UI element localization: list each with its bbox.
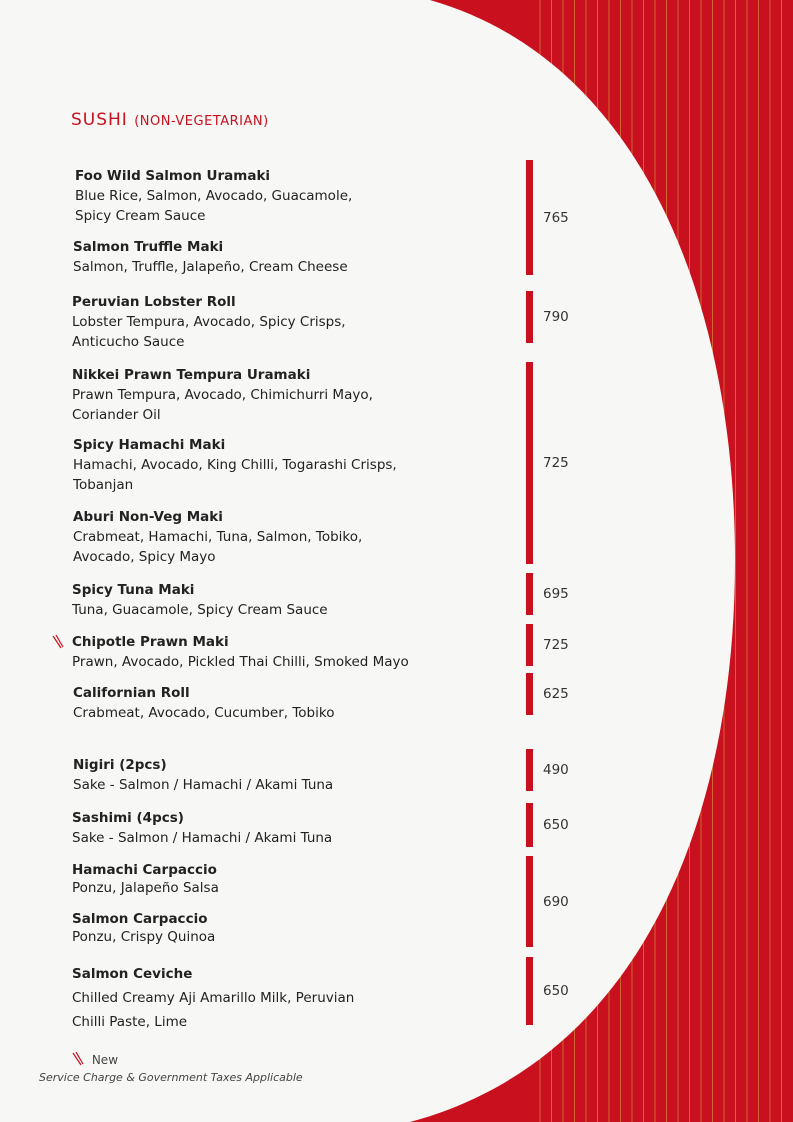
price: 695 (543, 586, 569, 602)
menu-item: Nigiri (2pcs) Sake - Salmon / Hamachi / A… (73, 755, 333, 795)
item-name: Spicy Tuna Maki (72, 582, 195, 598)
price: 650 (543, 817, 569, 833)
price: 490 (543, 762, 569, 778)
new-chopsticks-icon (72, 1051, 84, 1066)
menu-item: Californian Roll Crabmeat, Avocado, Cucum… (73, 683, 334, 723)
item-name: Spicy Hamachi Maki (73, 437, 226, 453)
item-name: Salmon Ceviche (72, 966, 193, 982)
price: 790 (543, 309, 569, 325)
menu-item: Peruvian Lobster Roll Lobster Tempura, Av… (72, 292, 346, 352)
item-description: Avocado, Spicy Mayo (73, 549, 216, 565)
menu-item: Hamachi Carpaccio Ponzu, Jalapeño Salsa (72, 861, 219, 897)
menu-item: Chipotle Prawn Maki Prawn, Avocado, Pickl… (72, 632, 409, 672)
price: 765 (543, 209, 569, 226)
item-name: Nikkei Prawn Tempura Uramaki (72, 367, 311, 383)
price-bar (526, 957, 533, 1025)
item-name: Foo Wild Salmon Uramaki (75, 168, 271, 184)
item-description: Hamachi, Avocado, King Chilli, Togarashi… (73, 457, 397, 473)
price: 650 (543, 983, 569, 999)
price: 725 (543, 455, 569, 471)
price: 725 (543, 637, 569, 653)
menu-item: Spicy Tuna Maki Tuna, Guacamole, Spicy Cr… (72, 580, 328, 620)
item-name: Sashimi (4pcs) (72, 810, 184, 826)
price: 690 (543, 893, 569, 910)
price-bar (526, 624, 533, 666)
item-name: Aburi Non-Veg Maki (73, 509, 223, 525)
menu-item: Salmon Ceviche Chilled Creamy Aji Amarill… (72, 962, 354, 1034)
item-description: Salmon, Truffle, Jalapeño, Cream Cheese (73, 259, 348, 275)
item-name: Nigiri (2pcs) (73, 757, 167, 773)
menu-item: Salmon Truffle Maki Salmon, Truffle, Jala… (73, 237, 348, 277)
item-description: Tuna, Guacamole, Spicy Cream Sauce (72, 602, 328, 618)
price-bar (526, 856, 533, 947)
item-description: Tobanjan (73, 477, 134, 493)
menu-item: Nikkei Prawn Tempura Uramaki Prawn Tempur… (72, 365, 373, 425)
item-description: Blue Rice, Salmon, Avocado, Guacamole, (75, 188, 353, 204)
price-bar (526, 362, 533, 564)
price-bar (526, 573, 533, 615)
item-description: Sake - Salmon / Hamachi / Akami Tuna (73, 777, 334, 793)
item-description: Chilled Creamy Aji Amarillo Milk, Peruvi… (72, 990, 355, 1006)
item-description: Chilli Paste, Lime (72, 1014, 188, 1030)
menu-item: Sashimi (4pcs) Sake - Salmon / Hamachi / … (72, 808, 332, 848)
price-bar (526, 749, 533, 791)
new-legend: New (72, 1050, 118, 1067)
item-name: Salmon Carpaccio (72, 911, 208, 927)
menu-item: Spicy Hamachi Maki Hamachi, Avocado, King… (73, 435, 397, 495)
item-description: Lobster Tempura, Avocado, Spicy Crisps, (72, 314, 346, 330)
item-description: Prawn Tempura, Avocado, Chimichurri Mayo… (72, 387, 373, 403)
section-title: SUSHI (NON-VEGETARIAN) (71, 110, 269, 130)
item-description: Prawn, Avocado, Pickled Thai Chilli, Smo… (72, 654, 409, 670)
menu-item: Salmon Carpaccio Ponzu, Crispy Quinoa (72, 910, 215, 946)
item-name: Californian Roll (73, 685, 190, 701)
price: 625 (543, 686, 569, 702)
item-description: Sake - Salmon / Hamachi / Akami Tuna (72, 830, 333, 846)
item-description: Ponzu, Crispy Quinoa (72, 929, 216, 945)
item-name: Hamachi Carpaccio (72, 862, 217, 878)
item-description: Crabmeat, Avocado, Cucumber, Tobiko (73, 705, 335, 721)
menu-item: Foo Wild Salmon Uramaki Blue Rice, Salmon… (75, 166, 352, 226)
price-bar (526, 673, 533, 715)
new-chopsticks-icon (52, 635, 64, 649)
tax-note: Service Charge & Government Taxes Applic… (39, 1071, 303, 1084)
item-name: Peruvian Lobster Roll (72, 294, 236, 310)
item-name: Chipotle Prawn Maki (72, 634, 229, 650)
price-bar (526, 160, 533, 275)
menu-item: Aburi Non-Veg Maki Crabmeat, Hamachi, Tun… (73, 507, 362, 567)
item-name: Salmon Truffle Maki (73, 239, 224, 255)
item-description: Anticucho Sauce (72, 334, 185, 350)
price-bar (526, 291, 533, 343)
price-bar (526, 803, 533, 847)
item-description: Spicy Cream Sauce (75, 208, 206, 224)
item-description: Ponzu, Jalapeño Salsa (72, 880, 219, 896)
item-description: Coriander Oil (72, 407, 161, 423)
item-description: Crabmeat, Hamachi, Tuna, Salmon, Tobiko, (73, 529, 363, 545)
